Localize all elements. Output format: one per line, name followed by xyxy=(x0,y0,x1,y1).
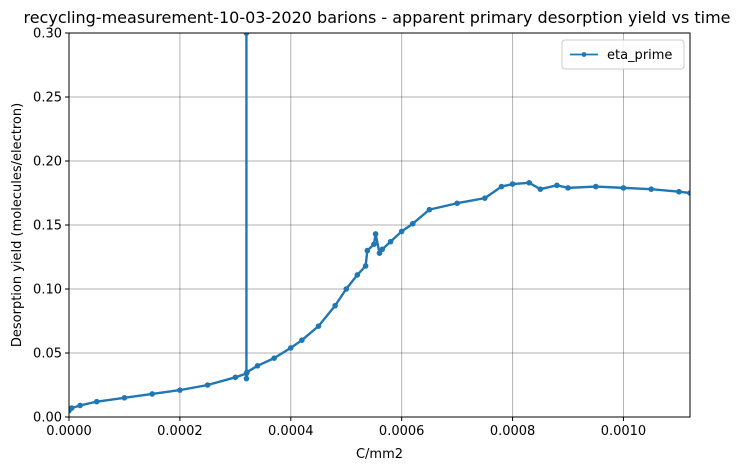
data-point xyxy=(387,238,394,245)
x-tick-label: 0.0000 xyxy=(46,424,92,439)
data-point xyxy=(254,363,261,369)
data-point xyxy=(454,200,460,207)
x-tick-label: 0.0004 xyxy=(268,424,314,439)
data-point xyxy=(69,405,75,411)
data-point xyxy=(343,286,350,292)
data-point xyxy=(315,323,322,329)
data-point xyxy=(509,181,516,187)
data-point xyxy=(526,179,533,186)
x-tick-label: 0.0008 xyxy=(490,424,536,439)
y-tick-label: 0.30 xyxy=(33,27,62,42)
y-tick-label: 0.25 xyxy=(33,91,62,106)
x-axis-label: C/mm2 xyxy=(356,447,403,462)
data-point xyxy=(364,247,371,254)
x-tick-label: 0.0010 xyxy=(601,424,647,439)
data-point xyxy=(379,246,386,253)
data-point xyxy=(398,228,405,235)
x-axis: 0.0000 0.0002 0.0004 0.0006 0.0008 0.0010 xyxy=(46,417,646,439)
x-tick-label: 0.0002 xyxy=(157,424,203,439)
y-axis-label: Desorption yield (molecules/electron) xyxy=(10,103,25,347)
data-point xyxy=(498,183,505,190)
data-point xyxy=(149,391,155,397)
data-point xyxy=(243,33,250,36)
data-point xyxy=(620,185,627,191)
chart-title: recycling-measurement-10-03-2020 barions… xyxy=(23,8,730,27)
data-point xyxy=(687,190,690,196)
legend-marker-eta-prime xyxy=(581,52,587,57)
data-point xyxy=(204,382,211,388)
legend: eta_prime xyxy=(561,39,685,70)
y-axis: 0.00 0.05 0.10 0.15 0.20 0.25 0.30 xyxy=(33,27,69,426)
data-point xyxy=(372,231,379,237)
data-point xyxy=(287,345,294,351)
y-tick-label: 0.20 xyxy=(33,155,62,170)
y-tick-label: 0.10 xyxy=(33,283,62,298)
data-point xyxy=(77,402,83,409)
data-point xyxy=(371,241,377,247)
data-point xyxy=(409,220,416,227)
data-point xyxy=(592,183,599,190)
y-tick-label: 0.15 xyxy=(33,219,62,234)
y-tick-label: 0.05 xyxy=(33,347,62,362)
data-point xyxy=(232,374,239,381)
x-tick-label: 0.0006 xyxy=(379,424,425,439)
data-point xyxy=(244,369,250,376)
data-point xyxy=(676,188,682,195)
data-point xyxy=(299,337,305,344)
data-point xyxy=(121,395,128,401)
data-point xyxy=(332,302,338,309)
data-point xyxy=(93,398,100,405)
y-tick-label: 0.00 xyxy=(33,411,62,426)
series-eta-prime xyxy=(69,33,690,414)
legend-label-eta-prime: eta_prime xyxy=(607,48,672,63)
data-point xyxy=(271,355,277,361)
data-point xyxy=(354,272,361,278)
data-point xyxy=(362,263,369,269)
data-point xyxy=(426,206,433,213)
data-point xyxy=(565,185,571,191)
data-point xyxy=(537,186,544,192)
data-point xyxy=(243,375,250,382)
legend-box xyxy=(561,39,685,70)
data-point xyxy=(648,186,654,192)
plot-area xyxy=(69,33,690,414)
data-point xyxy=(177,387,183,393)
data-point xyxy=(482,195,488,201)
data-point xyxy=(554,182,560,189)
